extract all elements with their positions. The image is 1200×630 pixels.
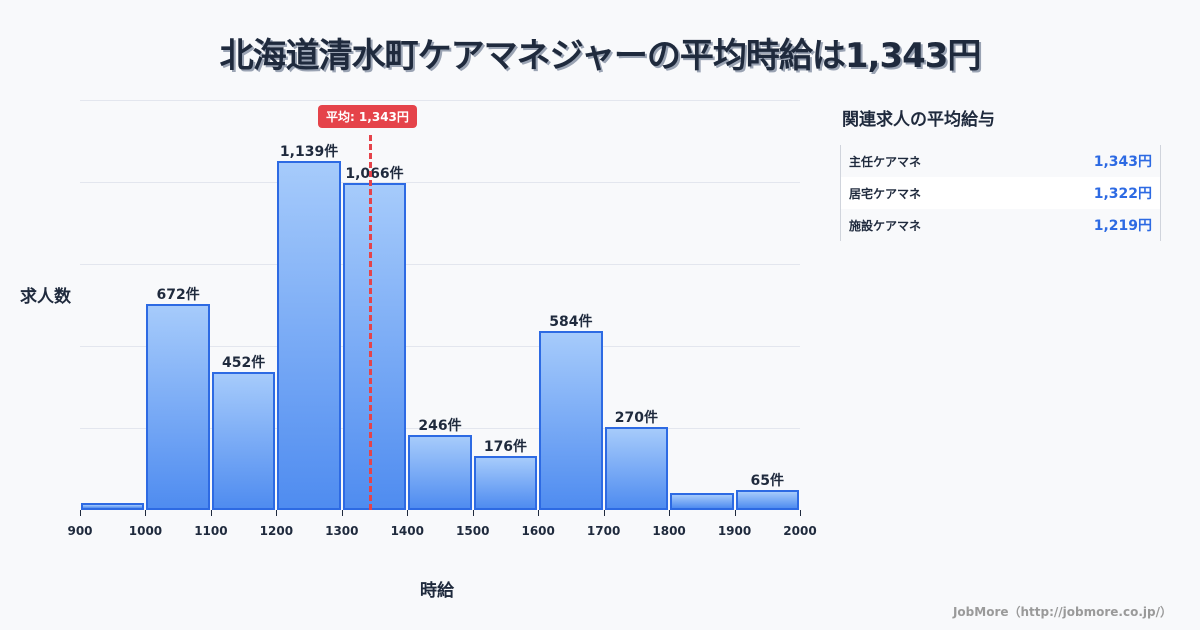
x-tick-label: 1600	[521, 524, 555, 538]
x-tick	[341, 510, 343, 516]
x-tick	[669, 510, 671, 516]
bar-value-label: 1,066件	[345, 166, 404, 183]
job-name: 居宅ケアマネ	[849, 186, 922, 201]
histogram-bar	[735, 490, 799, 510]
related-salary-table: 主任ケアマネ 1,343円 居宅ケアマネ 1,322円 施設ケアマネ 1,219…	[840, 145, 1161, 241]
x-tick	[276, 510, 278, 516]
job-name: 施設ケアマネ	[849, 218, 922, 233]
x-tick-label: 1000	[128, 524, 163, 538]
average-badge: 平均: 1,343円	[317, 105, 417, 128]
job-wage: 1,219円	[1093, 218, 1152, 234]
bar-value-label: 270件	[614, 410, 658, 427]
x-tick	[407, 510, 409, 516]
x-tick	[472, 510, 474, 516]
bar-value-label: 584件	[549, 314, 593, 331]
x-tick	[80, 510, 81, 516]
histogram-bar	[211, 371, 276, 510]
x-tick-label: 1400	[390, 524, 424, 538]
gridline	[80, 100, 800, 101]
histogram-bar	[81, 502, 145, 510]
related-salary-row: 居宅ケアマネ 1,322円	[841, 177, 1160, 209]
related-salary-row: 施設ケアマネ 1,219円	[841, 209, 1160, 241]
x-tick-label: 1500	[456, 524, 490, 538]
average-line	[368, 135, 372, 510]
x-tick-label: 900	[67, 524, 93, 538]
x-tick	[210, 510, 212, 516]
source-credit: JobMore（http://jobmore.co.jp/）	[952, 605, 1172, 619]
job-wage: 1,322円	[1093, 186, 1152, 202]
histogram-bar	[277, 161, 341, 510]
x-tick-label: 1800	[652, 524, 686, 538]
x-tick-label: 1700	[586, 524, 621, 538]
bar-value-label: 65件	[750, 473, 784, 490]
bar-value-label: 1,139件	[279, 144, 339, 160]
histogram-bar	[604, 427, 669, 510]
x-tick	[145, 510, 147, 516]
x-tick-label: 1300	[325, 524, 359, 538]
x-tick	[734, 510, 736, 516]
bar-value-label: 672件	[156, 287, 200, 304]
job-wage: 1,343円	[1093, 154, 1152, 170]
related-salary-title: 関連求人の平均給与	[842, 110, 995, 130]
x-tick-label: 2000	[783, 524, 817, 538]
gridline	[80, 264, 800, 265]
histogram-bar	[539, 331, 603, 510]
x-tick	[800, 510, 801, 516]
histogram-plot-area: 672件 452件 1,139件 1,066件 246件 176件 584件 270件 65件	[80, 100, 800, 510]
x-axis-label: 時給	[420, 581, 454, 601]
job-name: 主任ケアマネ	[849, 154, 922, 169]
bar-value-label: 176件	[483, 439, 528, 456]
x-tick-label: 1900	[717, 524, 752, 538]
x-tick-label: 1100	[194, 524, 228, 538]
page-title: 北海道清水町ケアマネジャーの平均時給は1,343円	[219, 36, 982, 76]
histogram-bar	[342, 183, 407, 510]
gridline	[80, 346, 800, 347]
x-tick-label: 1200	[259, 524, 294, 538]
x-tick	[603, 510, 605, 516]
histogram-bar	[670, 493, 734, 510]
x-tick	[538, 510, 540, 516]
related-salary-row: 主任ケアマネ 1,343円	[841, 145, 1160, 177]
y-axis-label: 求人数	[20, 287, 71, 307]
gridline	[80, 182, 800, 183]
gridline	[80, 428, 800, 429]
bar-value-label: 452件	[222, 354, 266, 371]
histogram-bar	[473, 456, 538, 510]
histogram-bar	[146, 304, 210, 510]
histogram-bar	[408, 434, 472, 510]
bar-value-label: 246件	[418, 417, 462, 434]
